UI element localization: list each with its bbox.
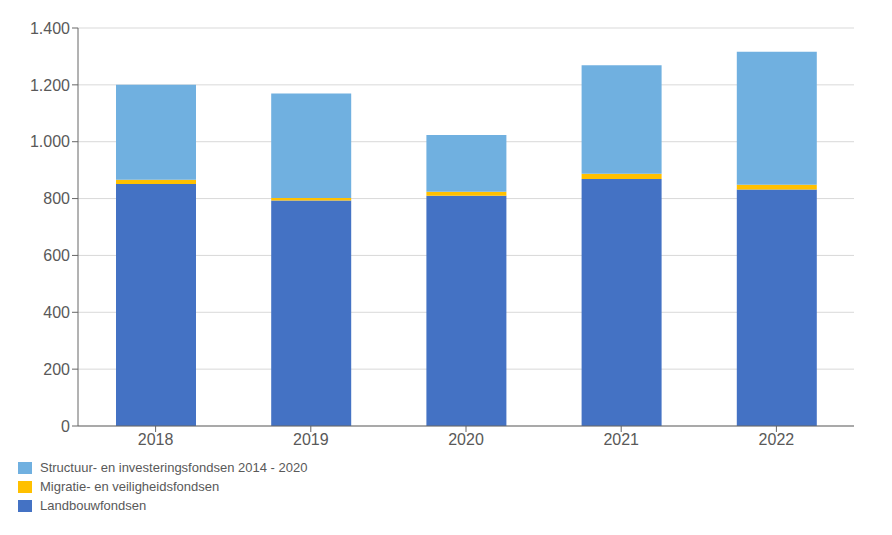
html-text:Landbouwfondsen: Landbouwfondsen (40, 498, 147, 513)
svg-text:1.200: 1.200 (30, 77, 70, 94)
svg-text:2019: 2019 (293, 431, 329, 448)
svg-text:2021: 2021 (603, 431, 639, 448)
svg-text:800: 800 (43, 190, 70, 207)
svg-text:600: 600 (43, 247, 70, 264)
svg-text:200: 200 (43, 361, 70, 378)
svg-text:1.400: 1.400 (30, 20, 70, 37)
svg-text:400: 400 (43, 304, 70, 321)
svg-text:2022: 2022 (759, 431, 795, 448)
html-text:Migratie- en veiligheidsfondse: Migratie- en veiligheidsfondsen (40, 479, 220, 494)
html-text:Structuur- en investeringsfond: Structuur- en investeringsfondsen 2014 -… (40, 460, 308, 475)
svg-text:2020: 2020 (448, 431, 484, 448)
svg-text:0: 0 (61, 418, 70, 435)
svg-text:1.000: 1.000 (30, 133, 70, 150)
svg-text:2018: 2018 (138, 431, 174, 448)
